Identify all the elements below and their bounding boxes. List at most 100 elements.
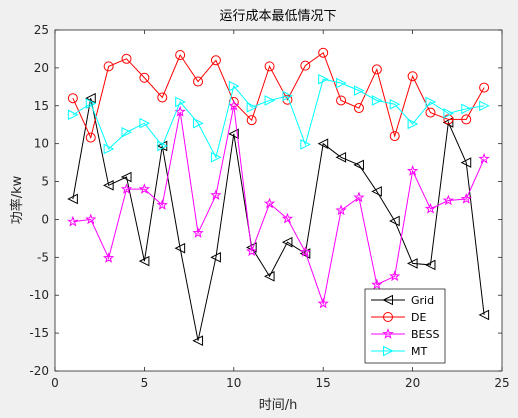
- legend-marker: [383, 345, 394, 357]
- data-point-grid: [371, 186, 382, 197]
- data-point-de: [371, 64, 382, 75]
- data-point-mt: [193, 117, 204, 129]
- x-tick-label: 15: [316, 376, 331, 390]
- y-axis-label: 功率/kw: [9, 175, 25, 224]
- data-point-bess: [406, 165, 419, 176]
- data-point-mt: [139, 117, 151, 129]
- legend-label: Grid: [411, 294, 434, 307]
- data-point-bess: [281, 212, 294, 224]
- data-point-mt: [103, 143, 115, 155]
- data-point-grid: [442, 117, 454, 128]
- y-tick-label: 25: [34, 23, 49, 37]
- y-tick-label: -5: [37, 250, 49, 264]
- data-point-grid: [192, 335, 204, 346]
- data-point-mt: [175, 96, 186, 108]
- chart-title: 运行成本最低情况下: [219, 9, 336, 24]
- data-point-mt: [353, 85, 365, 96]
- data-point-mt: [389, 98, 401, 110]
- data-point-de: [443, 114, 454, 125]
- data-point-de: [175, 50, 186, 61]
- data-point-bess: [263, 197, 276, 209]
- series-line-mt: [72, 78, 485, 159]
- data-point-mt: [318, 73, 329, 85]
- data-point-mt: [479, 100, 490, 112]
- data-point-grid: [228, 128, 239, 140]
- y-tick-label: -10: [29, 288, 49, 302]
- data-point-grid: [317, 138, 329, 149]
- x-tick-label: 25: [494, 376, 509, 390]
- data-point-de: [193, 76, 204, 87]
- y-tick-label: 0: [41, 212, 49, 226]
- legend-label: MT: [411, 345, 427, 358]
- data-point-bess: [317, 297, 329, 309]
- data-point-bess: [67, 215, 79, 227]
- legend: Grid DE BESS MT: [364, 288, 446, 364]
- data-point-mt: [157, 140, 168, 152]
- data-point-de: [425, 107, 436, 118]
- data-point-bess: [478, 152, 490, 164]
- data-point-bess: [210, 189, 222, 200]
- data-point-de: [157, 92, 168, 103]
- data-point-grid: [120, 171, 132, 183]
- data-point-mt: [371, 95, 383, 106]
- data-point-mt: [67, 109, 79, 121]
- data-point-mt: [228, 80, 240, 92]
- data-point-grid: [67, 193, 78, 205]
- series-layer: [67, 47, 490, 346]
- y-tick-label: -20: [29, 364, 49, 378]
- data-point-bess: [228, 99, 240, 111]
- data-point-mt: [300, 139, 311, 150]
- y-tick-label: 15: [34, 99, 49, 113]
- data-point-grid: [478, 309, 490, 321]
- plot-frame: [54, 29, 503, 372]
- y-tick-label: 20: [34, 61, 49, 75]
- data-point-bess: [299, 246, 311, 257]
- data-point-de: [300, 60, 311, 71]
- data-point-de: [479, 82, 490, 93]
- series-line-grid: [72, 98, 485, 341]
- legend-marker: [383, 312, 393, 322]
- data-point-mt: [443, 108, 454, 119]
- data-point-mt: [282, 90, 294, 102]
- series-bess: [67, 99, 490, 309]
- data-point-grid: [460, 157, 472, 168]
- data-point-de: [210, 55, 221, 66]
- data-point-bess: [424, 202, 437, 214]
- data-point-bess: [85, 213, 97, 225]
- data-point-mt: [246, 101, 258, 113]
- series-de: [67, 47, 490, 143]
- data-point-de: [336, 95, 347, 106]
- series-mt: [67, 73, 490, 163]
- data-point-grid: [85, 92, 96, 104]
- legend-label: BESS: [411, 328, 439, 341]
- y-tick-label: -15: [29, 326, 49, 340]
- data-point-mt: [336, 77, 347, 89]
- data-point-bess: [246, 245, 258, 257]
- data-point-grid: [424, 259, 436, 271]
- data-point-bess: [156, 199, 168, 210]
- data-point-grid: [389, 215, 400, 227]
- data-point-de: [353, 103, 364, 114]
- data-point-bess: [138, 183, 151, 194]
- legend-marker: [382, 294, 393, 306]
- y-tick-label: 5: [41, 175, 49, 189]
- data-point-de: [139, 72, 150, 83]
- data-point-bess: [442, 194, 454, 206]
- data-point-bess: [335, 204, 347, 216]
- x-tick-label: 0: [51, 376, 59, 390]
- legend-label: DE: [411, 311, 426, 324]
- data-point-de: [389, 131, 400, 142]
- data-point-de: [103, 61, 114, 72]
- data-point-de: [246, 115, 257, 126]
- data-point-bess: [103, 252, 115, 263]
- data-point-grid: [406, 258, 418, 269]
- y-tick-label: 10: [34, 137, 49, 151]
- data-point-bess: [120, 183, 133, 194]
- data-point-grid: [210, 252, 221, 263]
- data-point-de: [264, 61, 275, 72]
- data-point-grid: [353, 159, 364, 171]
- data-point-bess: [389, 270, 401, 282]
- x-tick-label: 10: [226, 376, 241, 390]
- data-point-bess: [460, 193, 472, 204]
- data-point-de: [318, 47, 329, 58]
